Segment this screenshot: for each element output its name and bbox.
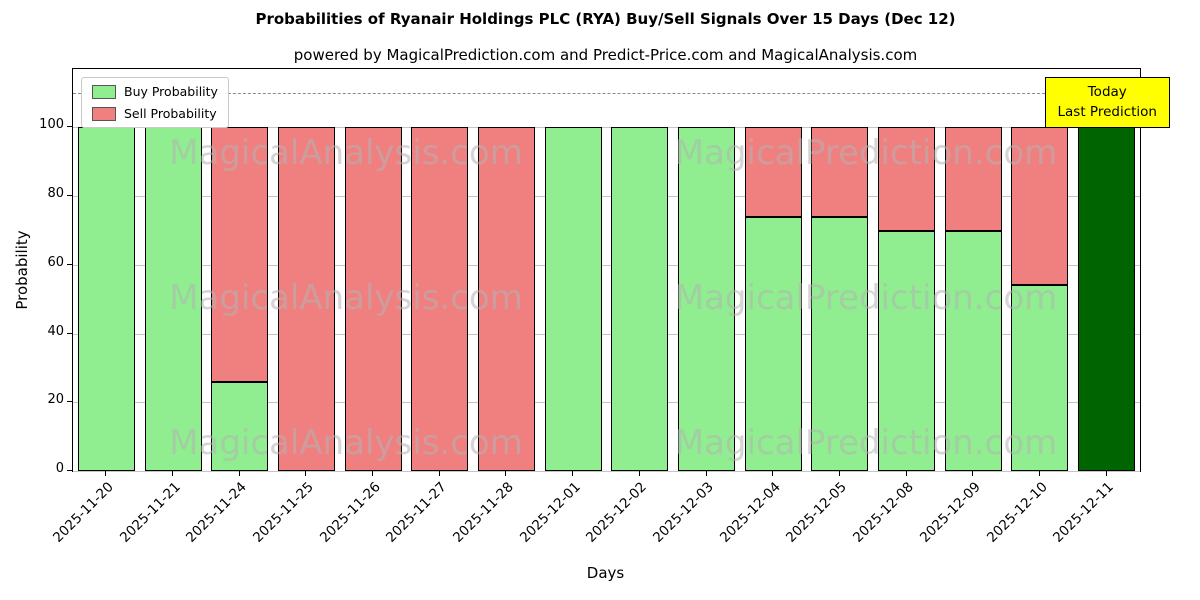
legend: Buy Probability Sell Probability bbox=[81, 77, 229, 128]
bar-segment bbox=[944, 127, 1002, 231]
x-tick-label: 2025-11-27 bbox=[383, 479, 451, 546]
y-tick-label: 60 bbox=[47, 254, 64, 270]
bar-segment bbox=[811, 127, 869, 217]
chart-title: Probabilities of Ryanair Holdings PLC (R… bbox=[255, 10, 956, 28]
watermark-text: MagicalPrediction.com bbox=[674, 133, 1058, 173]
x-tick-mark bbox=[372, 471, 374, 476]
bar-segment bbox=[344, 127, 402, 471]
bar-segment bbox=[878, 230, 936, 471]
bar-segment bbox=[144, 127, 202, 471]
x-tick-mark bbox=[905, 471, 907, 476]
bar-segment bbox=[211, 127, 269, 382]
gridline bbox=[73, 402, 1140, 404]
x-tick-label: 2025-12-08 bbox=[850, 479, 917, 546]
x-tick-mark bbox=[438, 471, 440, 476]
y-tick-mark bbox=[67, 470, 72, 471]
bar-segment bbox=[744, 127, 802, 217]
y-axis-label: Probability bbox=[13, 230, 31, 310]
y-tick-label: 40 bbox=[47, 323, 64, 339]
x-tick-label: 2025-12-10 bbox=[983, 479, 1051, 546]
chart-subtitle: powered by MagicalPrediction.com and Pre… bbox=[293, 46, 918, 64]
bar-segment bbox=[277, 127, 335, 471]
y-tick-mark bbox=[67, 195, 72, 197]
bar-segment bbox=[811, 216, 869, 471]
x-tick-mark bbox=[972, 471, 974, 476]
y-tick-label: 20 bbox=[47, 392, 64, 408]
x-tick-mark bbox=[572, 471, 574, 476]
legend-sell-label: Sell Probability bbox=[124, 106, 217, 121]
bar-segment bbox=[1011, 285, 1069, 471]
y-tick-mark bbox=[67, 263, 72, 265]
watermark-text: MagicalPrediction.com bbox=[674, 423, 1058, 463]
x-tick-label: 2025-11-21 bbox=[116, 479, 184, 546]
x-tick-mark bbox=[638, 471, 640, 476]
gridline bbox=[73, 196, 1140, 198]
gridline bbox=[73, 127, 1140, 129]
dashed-threshold-line bbox=[73, 93, 1140, 95]
sell-color-swatch-icon bbox=[92, 106, 116, 121]
x-tick-mark bbox=[105, 471, 107, 476]
bar-segment bbox=[678, 127, 736, 471]
x-tick-label: 2025-11-28 bbox=[449, 479, 517, 546]
watermark-text: MagicalAnalysis.com bbox=[169, 278, 523, 318]
y-tick-mark bbox=[67, 126, 72, 128]
legend-buy-label: Buy Probability bbox=[124, 84, 218, 99]
x-tick-mark bbox=[838, 471, 840, 476]
x-tick-label: 2025-12-09 bbox=[916, 479, 984, 546]
watermark-text: MagicalAnalysis.com bbox=[169, 423, 523, 463]
x-tick-label: 2025-11-20 bbox=[49, 479, 117, 546]
bar-segment bbox=[944, 230, 1002, 471]
bar-segment bbox=[77, 127, 135, 471]
x-tick-label: 2025-12-01 bbox=[516, 479, 584, 546]
x-tick-label: 2025-11-24 bbox=[183, 479, 251, 546]
bar-segment bbox=[878, 127, 936, 231]
legend-item-sell: Sell Probability bbox=[92, 106, 218, 121]
annotation-line1: Today bbox=[1087, 84, 1127, 100]
y-tick-label: 80 bbox=[47, 186, 64, 202]
x-tick-label: 2025-11-25 bbox=[249, 479, 317, 546]
x-tick-mark bbox=[772, 471, 774, 476]
y-tick-label: 100 bbox=[39, 117, 64, 133]
bar-segment bbox=[411, 127, 469, 471]
gridline bbox=[73, 264, 1140, 266]
x-tick-mark bbox=[1105, 471, 1107, 476]
x-tick-label: 2025-11-26 bbox=[316, 479, 384, 546]
gridline bbox=[73, 471, 1140, 472]
bar-segment bbox=[477, 127, 535, 471]
x-tick-label: 2025-12-11 bbox=[1050, 479, 1117, 546]
x-tick-label: 2025-12-02 bbox=[583, 479, 651, 546]
y-tick-mark bbox=[67, 332, 72, 334]
x-tick-label: 2025-12-05 bbox=[783, 479, 851, 546]
bar-segment bbox=[544, 127, 602, 471]
x-axis-label: Days bbox=[586, 564, 625, 582]
bar-segment bbox=[611, 127, 669, 471]
x-tick-mark bbox=[705, 471, 707, 476]
x-tick-label: 2025-12-03 bbox=[650, 479, 717, 546]
buy-color-swatch-icon bbox=[92, 84, 116, 99]
bar-segment bbox=[1011, 127, 1069, 286]
x-tick-mark bbox=[172, 471, 174, 476]
bar-segment bbox=[1078, 127, 1136, 471]
x-tick-mark bbox=[505, 471, 507, 476]
x-tick-mark bbox=[1038, 471, 1040, 476]
y-tick-label: 0 bbox=[55, 461, 64, 476]
x-tick-mark bbox=[238, 471, 240, 476]
legend-item-buy: Buy Probability bbox=[92, 84, 218, 99]
plot-area: Buy Probability Sell Probability Today L… bbox=[72, 68, 1170, 472]
bar-segment bbox=[744, 216, 802, 471]
x-tick-mark bbox=[305, 471, 307, 476]
bar-segment bbox=[211, 381, 269, 471]
gridline bbox=[73, 333, 1140, 335]
today-annotation-box: Today Last Prediction bbox=[1044, 77, 1170, 128]
x-tick-label: 2025-12-04 bbox=[716, 479, 784, 546]
annotation-line2: Last Prediction bbox=[1057, 104, 1157, 121]
watermark-text: MagicalPrediction.com bbox=[674, 278, 1058, 318]
y-tick-mark bbox=[67, 401, 72, 403]
watermark-text: MagicalAnalysis.com bbox=[169, 133, 523, 173]
